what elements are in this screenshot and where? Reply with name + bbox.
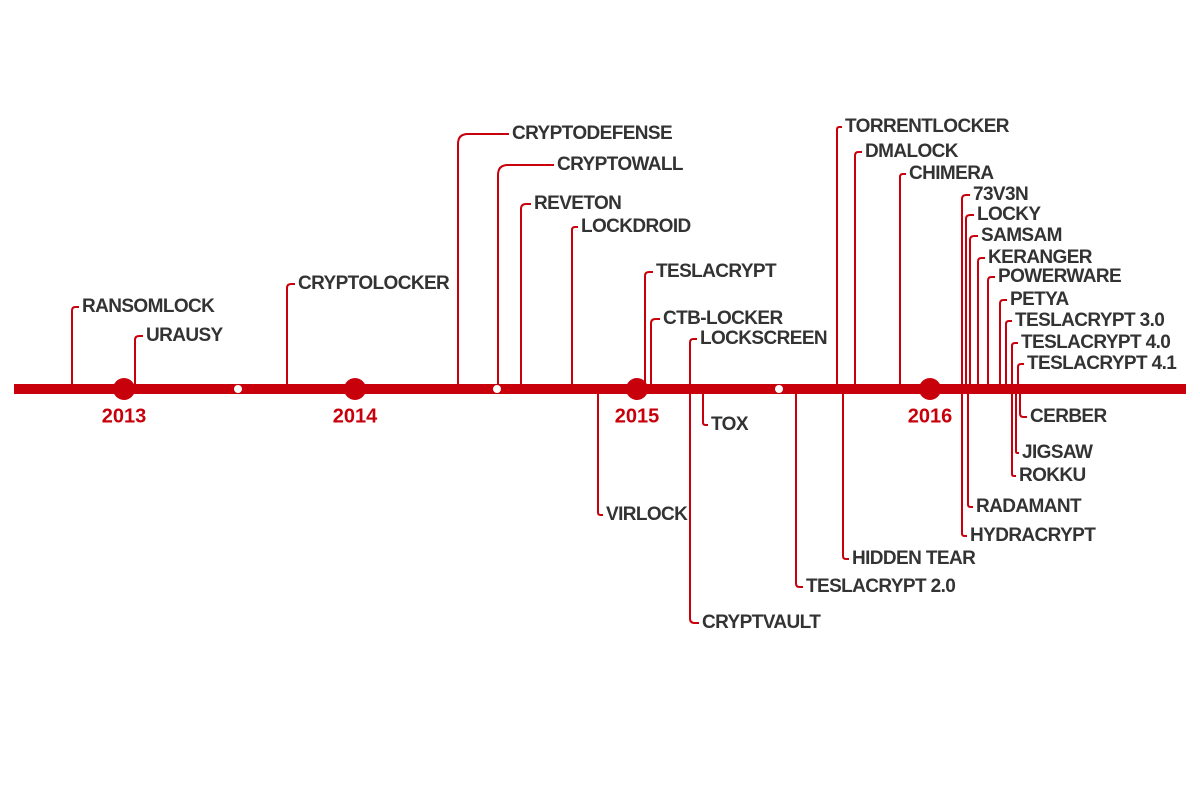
event-stem: [842, 389, 849, 560]
event-label: CHIMERA: [909, 163, 994, 184]
half-year-dot: [493, 385, 501, 393]
event-stem: [1005, 320, 1012, 389]
event-stem: [650, 318, 660, 389]
event-stem: [977, 257, 985, 389]
event-stem: [1011, 342, 1018, 389]
event-stem: [134, 335, 143, 389]
year-label: 2015: [615, 405, 660, 427]
event-label: CRYPTOLOCKER: [298, 273, 450, 294]
event-label: TESLACRYPT 2.0: [806, 576, 955, 597]
event-label: KERANGER: [988, 247, 1093, 268]
event-label: REVETON: [534, 193, 621, 214]
event-stem: [497, 164, 554, 389]
event-stem: [854, 151, 862, 389]
event-label: URAUSY: [146, 325, 224, 346]
event-stem: [286, 283, 295, 389]
year-dot: [626, 378, 648, 400]
year-dot: [919, 378, 941, 400]
event-stem: [644, 271, 653, 389]
event-stem: [457, 133, 509, 389]
event-label: CRYPTOWALL: [557, 154, 684, 175]
event-label: PETYA: [1010, 289, 1069, 310]
event-stem: [999, 299, 1007, 389]
event-label: ROKKU: [1019, 465, 1086, 486]
year-label: 2013: [102, 405, 147, 427]
event-label: CTB-LOCKER: [663, 308, 783, 329]
event-label: TESLACRYPT 4.1: [1027, 353, 1177, 374]
event-stem: [961, 389, 967, 537]
event-stem: [702, 389, 708, 426]
event-label: 73V3N: [973, 184, 1028, 205]
event-label: LOCKSCREEN: [700, 328, 827, 349]
timeline-bar: [14, 384, 1186, 394]
event-stem: [1019, 389, 1027, 418]
event-stem: [571, 226, 578, 389]
event-stem: [689, 338, 697, 389]
event-label: VIRLOCK: [606, 504, 688, 525]
event-label: LOCKY: [977, 204, 1041, 225]
year-dot: [113, 378, 135, 400]
event-stem: [689, 389, 699, 624]
event-label: JIGSAW: [1022, 442, 1093, 463]
event-stem: [836, 126, 842, 389]
year-label: 2016: [908, 405, 953, 427]
event-label: POWERWARE: [998, 266, 1121, 287]
event-label: HIDDEN TEAR: [852, 548, 976, 569]
event-label: TORRENTLOCKER: [845, 116, 1010, 137]
event-stem: [597, 389, 603, 516]
event-stem: [795, 389, 803, 588]
event-label: CERBER: [1030, 406, 1108, 427]
event-stem: [1015, 389, 1019, 454]
event-label: RANSOMLOCK: [82, 296, 215, 317]
event-stem: [965, 214, 974, 389]
event-label: LOCKDROID: [581, 216, 691, 237]
event-stem: [969, 235, 978, 389]
event-label: TESLACRYPT 4.0: [1021, 332, 1170, 353]
event-label: DMALOCK: [865, 141, 959, 162]
event-label: TESLACRYPT: [656, 261, 777, 282]
event-label: CRYPTVAULT: [702, 612, 821, 633]
event-label: SAMSAM: [981, 225, 1062, 246]
event-label: CRYPTODEFENSE: [512, 123, 672, 144]
event-stem: [967, 389, 973, 508]
year-label: 2014: [333, 405, 378, 427]
event-stem: [520, 203, 531, 389]
half-year-dot: [775, 385, 783, 393]
event-stem: [899, 173, 906, 389]
event-label: TOX: [711, 414, 749, 435]
event-label: HYDRACRYPT: [970, 525, 1096, 546]
event-label: RADAMANT: [976, 496, 1082, 517]
event-stem: [961, 194, 970, 389]
event-stem: [71, 306, 79, 389]
half-year-dot: [234, 385, 242, 393]
event-stem: [1017, 363, 1024, 389]
event-label: TESLACRYPT 3.0: [1015, 310, 1164, 331]
event-stem: [987, 276, 995, 389]
event-stem: [1011, 389, 1016, 477]
year-dot: [344, 378, 366, 400]
